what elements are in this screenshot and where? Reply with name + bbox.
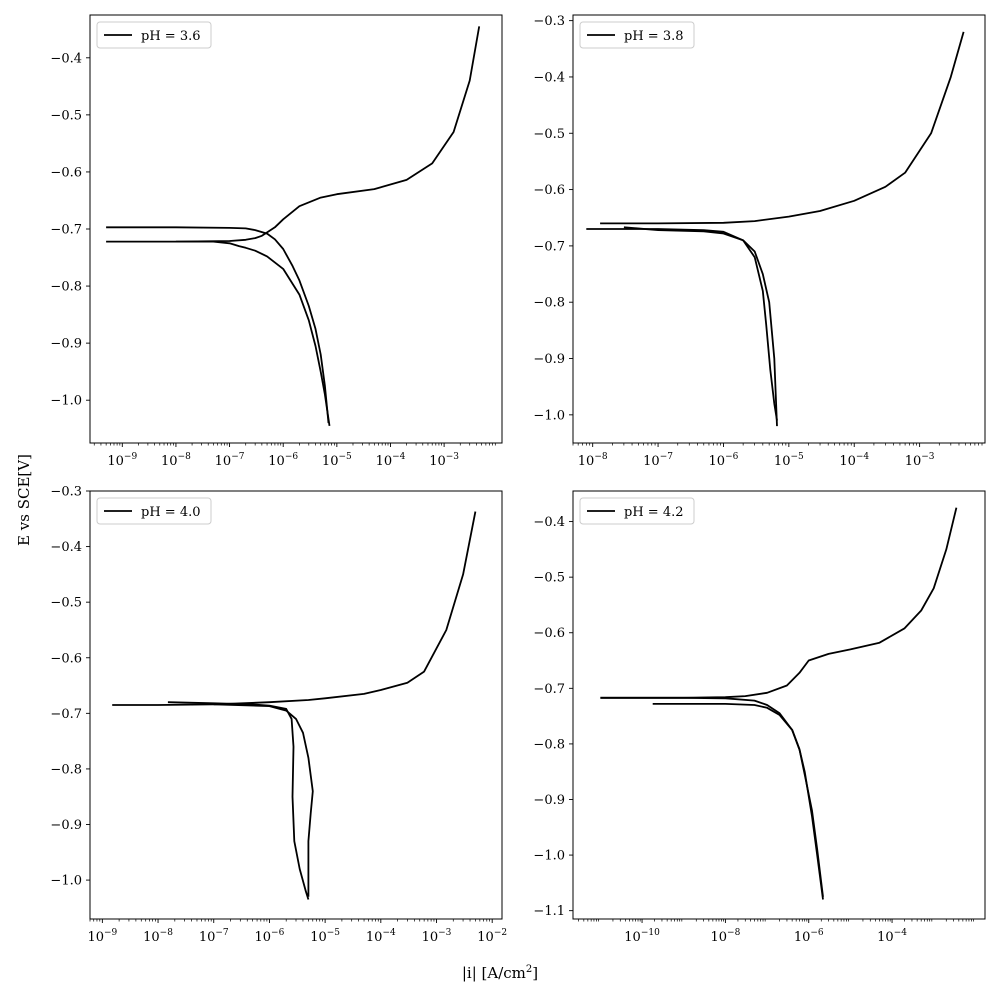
polarization-curve-2 bbox=[106, 226, 330, 424]
x-tick-label: 10−4 bbox=[366, 928, 396, 945]
x-tick-label: 10−10 bbox=[624, 928, 660, 945]
y-tick-label: −0.8 bbox=[533, 296, 565, 311]
y-tick-label: −0.9 bbox=[533, 793, 565, 808]
y-tick-label: −0.7 bbox=[533, 239, 565, 254]
shared-y-axis-label: E vs SCE[V] bbox=[14, 454, 33, 546]
polarization-curve-3 bbox=[623, 226, 778, 421]
legend-label: pH = 3.6 bbox=[141, 29, 201, 44]
legend-box bbox=[579, 497, 695, 525]
legend: pH = 4.0 bbox=[96, 497, 212, 525]
y-tick-label: −1.0 bbox=[533, 849, 565, 864]
polarization-curve-3 bbox=[213, 703, 314, 897]
y-tick-label: −0.5 bbox=[533, 571, 565, 586]
legend: pH = 4.2 bbox=[579, 497, 695, 525]
legend-label: pH = 3.8 bbox=[624, 29, 684, 44]
legend-box bbox=[96, 497, 212, 525]
x-tick-label: 10−6 bbox=[268, 452, 298, 469]
y-tick-label: −0.9 bbox=[50, 337, 82, 352]
x-tick-label: 10−6 bbox=[794, 928, 824, 945]
y-tick-label: −0.3 bbox=[50, 485, 82, 500]
legend-label: pH = 4.0 bbox=[141, 505, 201, 520]
y-tick-label: −0.4 bbox=[50, 540, 82, 555]
x-tick-label: 10−5 bbox=[310, 928, 340, 945]
y-tick-label: −0.3 bbox=[533, 14, 565, 29]
x-axis-label-exponent: 2 bbox=[525, 964, 533, 975]
x-tick-label: 10−8 bbox=[143, 928, 173, 945]
y-tick-label: −0.6 bbox=[50, 651, 82, 666]
legend-box bbox=[96, 21, 212, 49]
x-tick-label: 10−4 bbox=[376, 452, 406, 469]
subplot-ph-4.2: 10−10 10−8 10−6 10−4 −1.1 −1.0 −0.9 −0.8 −0.7 −0.… bbox=[533, 490, 986, 945]
subplot-ph-3.8: 10−8 10−7 10−6 10−5 10−4 10−3 −1.0 −0.9 −0.8 −0.7… bbox=[533, 14, 986, 469]
polarization-curve-1 bbox=[600, 31, 965, 225]
y-tick-label: −0.8 bbox=[50, 762, 82, 777]
y-tick-label: −1.1 bbox=[533, 904, 565, 919]
y-tick-label: −1.0 bbox=[533, 408, 565, 423]
y-tick-label: −1.0 bbox=[50, 874, 82, 889]
x-tick-label: 10−2 bbox=[477, 928, 507, 945]
x-tick-label: 10−3 bbox=[422, 928, 452, 945]
y-tick-label: −1.0 bbox=[50, 394, 82, 409]
x-tick-label: 10−7 bbox=[643, 452, 673, 469]
x-tick-label: 10−8 bbox=[161, 452, 191, 469]
x-axis-label-end: ] bbox=[532, 964, 539, 982]
x-tick-label: 10−5 bbox=[322, 452, 352, 469]
x-axis-label-base: |i| [A/cm bbox=[461, 964, 526, 982]
y-tick-label: −0.7 bbox=[50, 707, 82, 722]
x-tick-label: 10−3 bbox=[905, 452, 935, 469]
x-tick-label: 10−7 bbox=[199, 928, 229, 945]
x-tick-label: 10−4 bbox=[877, 928, 907, 945]
legend-label: pH = 4.2 bbox=[624, 505, 684, 520]
y-tick-label: −0.6 bbox=[533, 626, 565, 641]
y-tick-label: −0.5 bbox=[50, 108, 82, 123]
polarization-curve-2 bbox=[586, 228, 778, 427]
x-tick-label: 10−4 bbox=[839, 452, 869, 469]
subplot-ph-4.0: 10−9 10−8 10−7 10−6 10−5 10−4 10−3 10−2 −1.0 −0.9… bbox=[50, 485, 507, 946]
plot-frame bbox=[572, 490, 986, 920]
polarization-curve-1 bbox=[600, 507, 958, 699]
legend: pH = 3.6 bbox=[96, 21, 212, 49]
y-tick-label: −0.9 bbox=[533, 352, 565, 367]
x-tick-label: 10−9 bbox=[87, 928, 117, 945]
y-tick-label: −0.4 bbox=[533, 515, 565, 530]
y-tick-label: −0.9 bbox=[50, 818, 82, 833]
y-tick-label: −0.6 bbox=[50, 165, 82, 180]
y-tick-label: −0.5 bbox=[50, 596, 82, 611]
x-tick-label: 10−5 bbox=[774, 452, 804, 469]
x-tick-label: 10−9 bbox=[107, 452, 137, 469]
y-tick-label: −0.5 bbox=[533, 127, 565, 142]
subplot-ph-3.6: 10−9 10−8 10−7 10−6 10−5 10−4 10−3 −1.0 −0.9 −0.8… bbox=[50, 14, 503, 469]
legend-box bbox=[579, 21, 695, 49]
plot-frame bbox=[89, 14, 503, 444]
x-tick-label: 10−3 bbox=[429, 452, 459, 469]
shared-x-axis-label: |i| [A/cm2] bbox=[0, 964, 1000, 982]
x-tick-label: 10−8 bbox=[710, 928, 740, 945]
x-tick-label: 10−6 bbox=[255, 928, 285, 945]
x-tick-label: 10−6 bbox=[709, 452, 739, 469]
polarization-curve-3 bbox=[175, 240, 331, 427]
y-tick-label: −0.6 bbox=[533, 183, 565, 198]
x-tick-label: 10−7 bbox=[215, 452, 245, 469]
y-tick-label: −0.8 bbox=[50, 280, 82, 295]
polarization-curve-1 bbox=[106, 26, 481, 243]
y-tick-label: −0.4 bbox=[50, 51, 82, 66]
x-tick-label: 10−8 bbox=[578, 452, 608, 469]
polarization-curve-3 bbox=[652, 703, 824, 897]
polarization-curve-2 bbox=[167, 701, 310, 900]
y-tick-label: −0.7 bbox=[50, 223, 82, 238]
legend: pH = 3.8 bbox=[579, 21, 695, 49]
y-tick-label: −0.8 bbox=[533, 737, 565, 752]
y-tick-label: −0.7 bbox=[533, 682, 565, 697]
y-tick-label: −0.4 bbox=[533, 70, 565, 85]
